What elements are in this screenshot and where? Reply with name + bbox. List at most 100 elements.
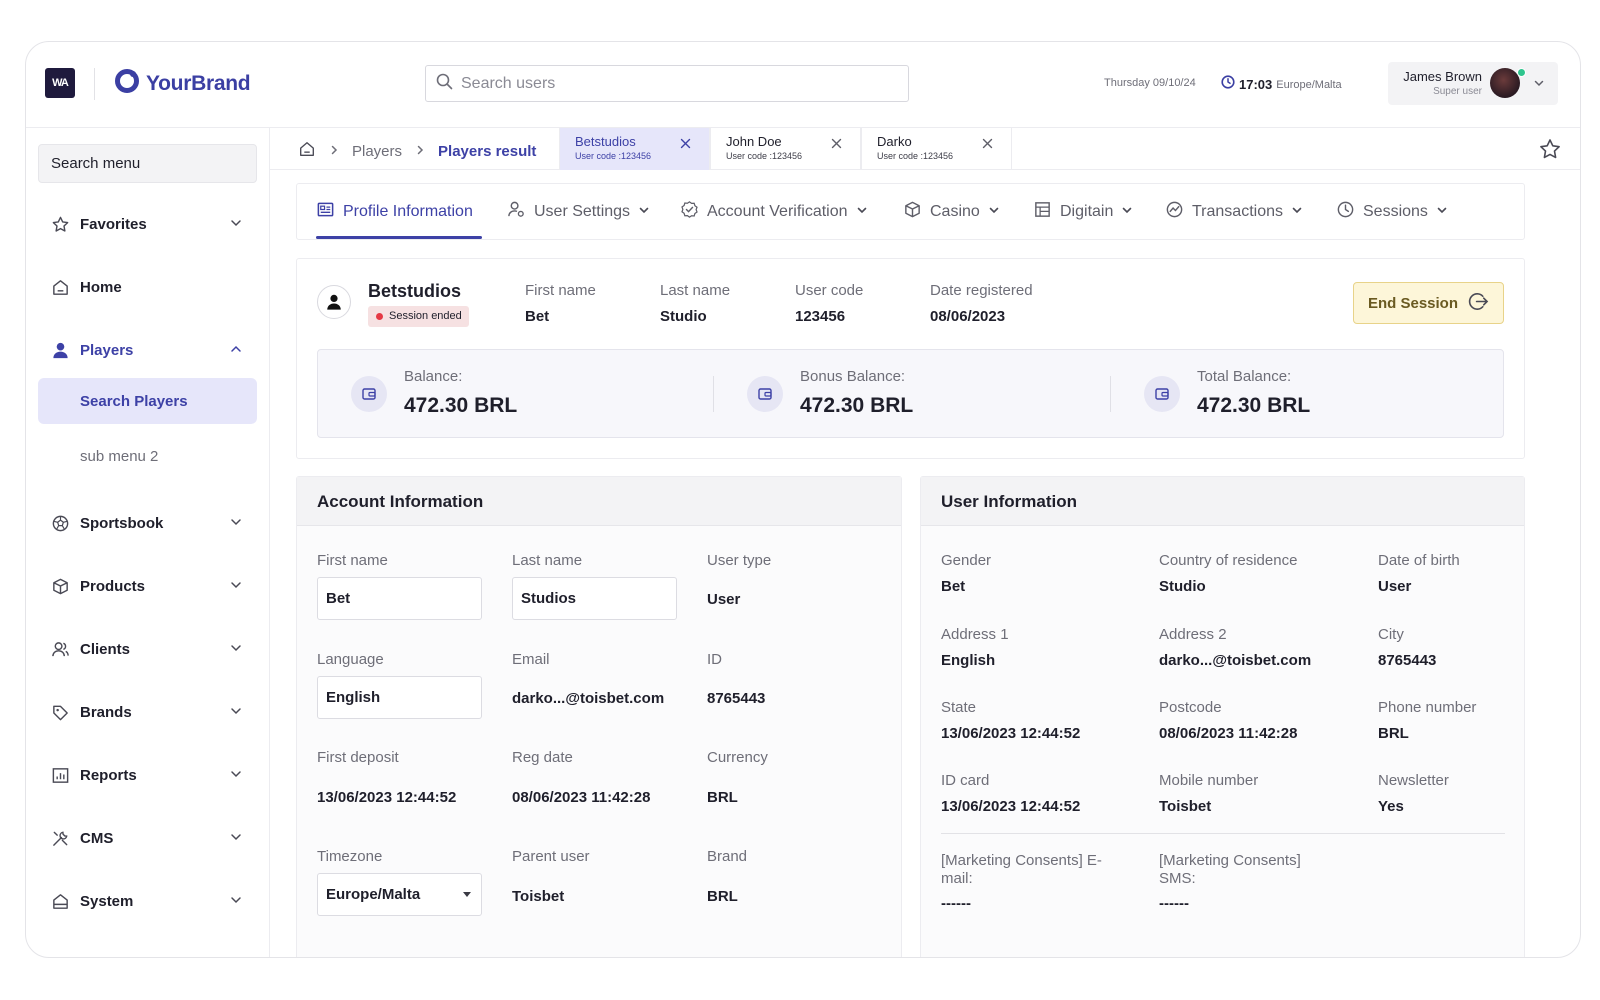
chevron-up-icon (229, 342, 243, 360)
field-label: Language (317, 651, 384, 668)
state-value: 13/06/2023 12:44:52 (941, 725, 1081, 742)
user-tab-darko[interactable]: Darko User code :123456 (861, 128, 1012, 170)
field-label: Gender (941, 552, 992, 569)
balance-label: Balance: (404, 368, 463, 385)
sidebar-item-reports[interactable]: Reports (38, 755, 257, 795)
phone-value: BRL (1378, 725, 1409, 742)
field-label: First name (317, 552, 388, 569)
tab-sessions[interactable]: Sessions (1336, 184, 1448, 239)
timezone-select[interactable]: Europe/Malta (317, 873, 482, 916)
brand-logo[interactable]: YourBrand (114, 68, 251, 99)
sidebar: Search menu Favorites Home Players Searc… (26, 128, 270, 957)
field-label: Email (512, 651, 550, 668)
sidebar-item-brands[interactable]: Brands (38, 692, 257, 732)
sidebar-item-sportsbook[interactable]: Sportsbook (38, 503, 257, 543)
chevron-down-icon (229, 704, 243, 722)
tab-label: Casino (930, 202, 980, 220)
avatar[interactable] (1490, 68, 1520, 98)
caret-down-icon (463, 892, 471, 897)
home-icon[interactable] (298, 140, 316, 162)
box-icon (903, 200, 922, 224)
home-icon (50, 277, 70, 297)
currency-value: BRL (707, 789, 738, 806)
field-label: Last name (512, 552, 583, 569)
sidebar-subitem-sub-menu-2[interactable]: sub menu 2 (80, 447, 159, 465)
chevron-down-icon (229, 216, 243, 234)
tab-casino[interactable]: Casino (903, 184, 1000, 239)
field-label: Parent user (512, 848, 590, 865)
field-label: Newsletter (1378, 772, 1449, 789)
tab-transactions[interactable]: Transactions (1165, 184, 1303, 239)
sidebar-item-label: CMS (80, 829, 114, 847)
end-session-button[interactable]: End Session (1353, 282, 1504, 324)
breadcrumb-current: Players result (438, 142, 537, 160)
chevron-down-icon[interactable] (1533, 76, 1545, 94)
timezone-value: Europe/Malta (326, 886, 421, 903)
search-menu-input[interactable]: Search menu (38, 144, 257, 183)
tab-label: Transactions (1192, 202, 1283, 220)
close-icon[interactable] (982, 136, 993, 154)
clock-icon (1336, 200, 1355, 224)
sidebar-item-players[interactable]: Players (38, 330, 257, 370)
sidebar-item-system[interactable]: System (38, 881, 257, 921)
wallet-icon (351, 376, 387, 412)
bonus-balance-value: 472.30 BRL (800, 394, 914, 417)
chevron-down-icon (988, 203, 1000, 221)
sidebar-item-favorites[interactable]: Favorites (38, 204, 257, 244)
field-value: 123456 (795, 308, 846, 325)
user-role: Super user (1433, 86, 1482, 97)
profile-first-name: First name Bet (525, 282, 596, 325)
chevron-down-icon (856, 203, 868, 221)
chevron-down-icon (229, 578, 243, 596)
button-label: End Session (1367, 294, 1459, 312)
wallet-icon (747, 376, 783, 412)
balance-value: 472.30 BRL (404, 394, 518, 417)
profile-summary: Betstudios Session ended First name Bet … (296, 258, 1525, 459)
profile-date-registered: Date registered 08/06/2023 (930, 282, 1033, 325)
language-field[interactable]: English (317, 676, 482, 719)
field-label: State (941, 699, 977, 716)
chevron-right-icon (328, 143, 340, 160)
tab-user-settings[interactable]: User Settings (507, 184, 650, 239)
sidebar-item-products[interactable]: Products (38, 566, 257, 606)
chevron-down-icon (229, 767, 243, 785)
gender-value: Bet (941, 578, 966, 595)
chevron-down-icon (1436, 203, 1448, 221)
tab-account-verification[interactable]: Account Verification (680, 184, 868, 239)
breadcrumb-players[interactable]: Players (352, 142, 403, 160)
user-tab-betstudios[interactable]: Betstudios User code :123456 (559, 128, 710, 170)
field-label: Phone number (1378, 699, 1477, 716)
star-icon[interactable] (1538, 137, 1562, 166)
total-balance-item: Total Balance: 472.30 BRL (1111, 350, 1504, 437)
newsletter-value: Yes (1378, 798, 1404, 815)
bonus-balance-item: Bonus Balance: 472.30 BRL (714, 350, 1110, 437)
tools-icon (50, 828, 70, 848)
close-icon[interactable] (831, 136, 842, 154)
trend-icon (1165, 200, 1184, 224)
last-name-field[interactable]: Studios (512, 577, 677, 620)
tab-label: User Settings (534, 202, 631, 220)
sidebar-item-clients[interactable]: Clients (38, 629, 257, 669)
marketing-email-value: ------ (941, 895, 971, 912)
user-tab-john-doe[interactable]: John Doe User code :123456 (710, 128, 861, 170)
tab-digitain[interactable]: Digitain (1033, 184, 1133, 239)
search-users-input[interactable] (461, 74, 881, 93)
user-icon (317, 285, 351, 319)
idcard-value: 13/06/2023 12:44:52 (941, 798, 1081, 815)
chevron-down-icon (229, 893, 243, 911)
sidebar-subitem-search-players[interactable]: Search Players (38, 378, 257, 424)
sidebar-item-home[interactable]: Home (38, 267, 257, 307)
wa-logo[interactable]: WA (45, 68, 75, 98)
tab-profile-information[interactable]: Profile Information (316, 184, 482, 239)
sidebar-item-cms[interactable]: CMS (38, 818, 257, 858)
user-search-box[interactable] (425, 65, 909, 102)
field-label: User code (795, 282, 864, 299)
first-name-field[interactable]: Bet (317, 577, 482, 620)
user-information-card: User Information Gender Bet Country of r… (920, 476, 1525, 957)
box-icon (50, 576, 70, 596)
sidebar-item-label: Products (80, 577, 146, 595)
close-icon[interactable] (680, 136, 691, 154)
user-menu[interactable]: James Brown Super user (1388, 62, 1558, 105)
sidebar-item-label: Favorites (80, 215, 147, 233)
field-label: Address 2 (1159, 626, 1227, 643)
